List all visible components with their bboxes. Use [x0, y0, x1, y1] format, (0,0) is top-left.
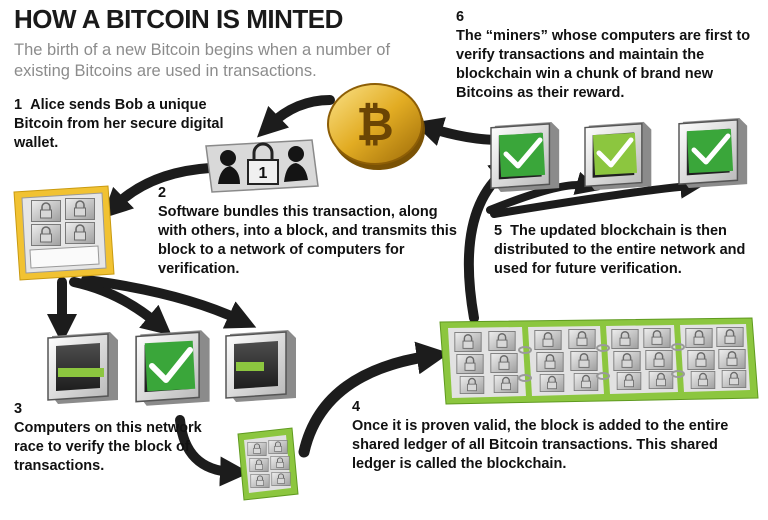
progress-bar — [58, 368, 104, 377]
computer-icon — [490, 121, 560, 193]
step-1: 1 Alice sends Bob a unique Bitcoin from … — [14, 96, 244, 153]
arrow-distribute-1 — [486, 171, 600, 214]
step-5: 5 The updated blockchain is then distrib… — [494, 222, 764, 279]
step-text: Software bundles this transaction, along… — [158, 204, 457, 277]
step-3: 3 Computers on this network race to verif… — [14, 400, 204, 476]
svg-text:₿: ₿ — [356, 97, 394, 151]
computer-icon — [47, 331, 119, 405]
checkmark-icon — [596, 137, 634, 168]
computer-icon — [584, 121, 653, 191]
lock-digit: 1 — [259, 165, 268, 182]
step-number: 6 — [456, 9, 465, 25]
step-text: Alice sends Bob a unique Bitcoin from he… — [14, 97, 224, 151]
step-text: The “miners” whose computers are first t… — [456, 28, 751, 101]
step-number: 3 — [14, 401, 23, 417]
chain-links — [518, 343, 685, 382]
wallet-icon — [13, 185, 115, 281]
arrow-coin-to-lock — [257, 95, 335, 138]
step-text: The updated blockchain is then distribut… — [494, 223, 746, 277]
block-icon — [237, 427, 299, 501]
page-title: HOW A BITCOIN IS MINTED — [14, 4, 343, 34]
step-text: Once it is proven valid, the block is ad… — [352, 418, 729, 472]
arrow-lock-to-wallet — [102, 163, 215, 219]
arrow-distribute-2 — [490, 174, 705, 218]
computer-icon — [225, 329, 297, 403]
step-6: 6 The “miners” whose computers are first … — [456, 8, 761, 103]
blockchain-icon — [439, 317, 759, 405]
progress-bar — [236, 362, 264, 371]
step-number: 2 — [158, 185, 167, 201]
checkmark-icon — [149, 347, 193, 383]
checkmark-icon — [503, 137, 543, 169]
arrow-wallet-to-computer-2 — [69, 277, 172, 336]
checkmark-icon — [691, 133, 731, 165]
step-number: 4 — [352, 399, 361, 415]
bitcoin-coin-icon: ₿ — [327, 83, 425, 170]
computer-icon — [135, 329, 211, 407]
arrow-wallet-to-computer-3 — [81, 275, 257, 329]
arrow-block-to-blockchain — [298, 341, 450, 458]
page-subtitle: The birth of a new Bitcoin begins when a… — [14, 41, 391, 80]
step-number: 5 — [494, 223, 503, 239]
arrow-computer-to-block — [175, 415, 250, 487]
step-number: 1 — [14, 97, 23, 113]
computer-icon — [678, 117, 748, 189]
step-2: 2 Software bundles this transaction, alon… — [158, 184, 458, 279]
step-text: Computers on this network race to verify… — [14, 420, 202, 474]
arrow-miners-to-coin — [412, 117, 505, 146]
alice-bob-lock-icon: 1 — [205, 139, 319, 193]
step-4: 4 Once it is proven valid, the block is a… — [352, 398, 752, 474]
